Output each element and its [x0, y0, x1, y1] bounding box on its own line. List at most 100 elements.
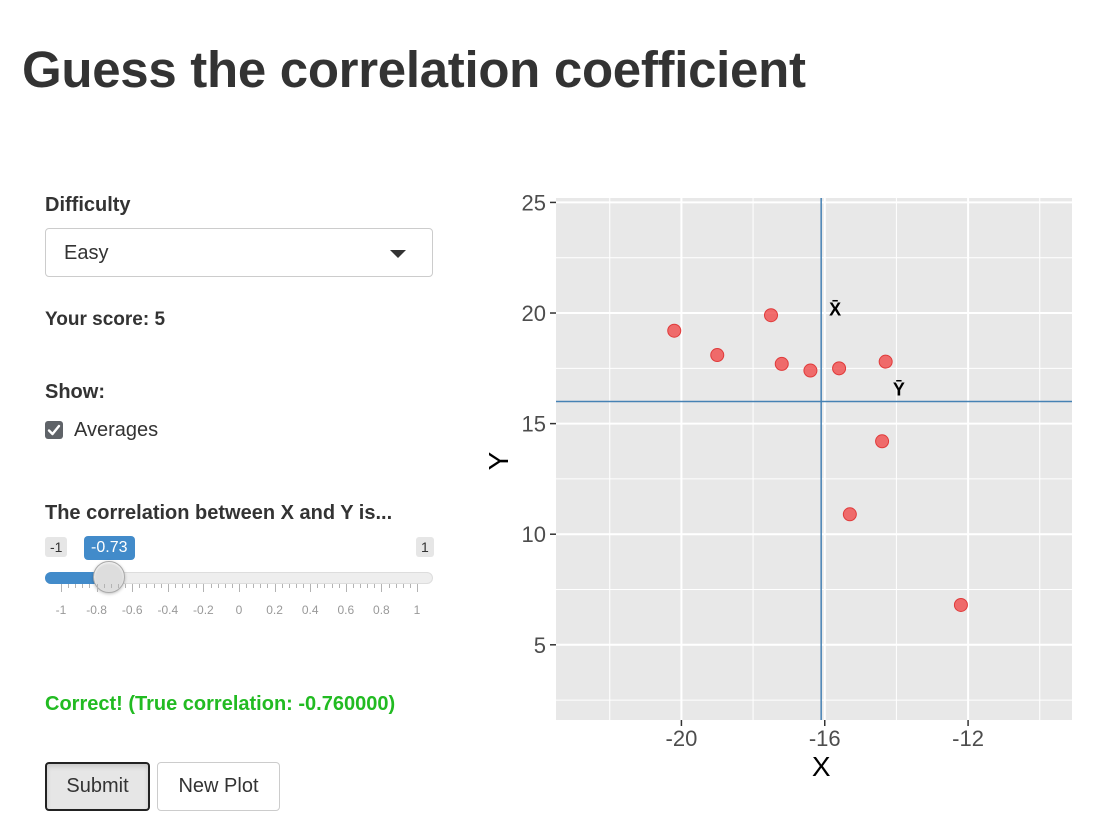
slider-minor-tick — [374, 584, 376, 588]
result-message: Correct! (True correlation: -0.760000) — [45, 693, 396, 715]
slider-grid-label: 0.2 — [266, 603, 283, 617]
slider-minor-tick — [189, 584, 191, 588]
slider-major-tick — [417, 584, 418, 592]
slider-minor-tick — [103, 584, 105, 588]
mean-y-label: Ȳ — [893, 379, 905, 399]
data-point — [842, 507, 857, 522]
slider-minor-tick — [360, 584, 362, 588]
slider-minor-tick — [139, 584, 141, 588]
correlation-slider-label: The correlation between X and Y is... — [45, 502, 393, 524]
slider-minor-tick — [196, 584, 198, 588]
slider-minor-tick — [246, 584, 248, 588]
mean-x-label: X̄ — [829, 299, 841, 319]
slider-grid-label: 0 — [235, 603, 243, 617]
data-point — [710, 348, 725, 363]
slider-minor-tick — [217, 584, 219, 588]
page-title: Guess the correlation coefficient — [22, 41, 806, 98]
score-text: Your score: 5 — [45, 309, 166, 330]
slider-major-tick — [132, 584, 134, 592]
slider-minor-tick — [253, 584, 255, 588]
slider-minor-tick — [260, 584, 262, 588]
slider-minor-tick — [338, 584, 340, 588]
chevron-down-icon — [390, 250, 406, 258]
slider-grid-label: -0.8 — [86, 603, 107, 617]
plot-panel — [556, 198, 1072, 720]
new-plot-button[interactable]: New Plot — [157, 762, 280, 811]
slider-grid-label: -1 — [55, 603, 67, 617]
difficulty-select[interactable]: Easy — [45, 228, 433, 277]
submit-button[interactable]: Submit — [45, 762, 150, 811]
slider-minor-tick — [117, 584, 119, 588]
slider-major-tick — [239, 584, 240, 592]
show-label: Show: — [45, 381, 105, 403]
data-point — [764, 308, 778, 323]
slider-grid-label: 0.4 — [301, 603, 319, 617]
data-point — [953, 597, 968, 612]
slider-minor-tick — [82, 584, 84, 588]
slider-minor-tick — [281, 584, 283, 588]
data-point — [832, 361, 847, 376]
averages-label[interactable]: Averages — [74, 419, 159, 441]
slider-minor-tick — [89, 584, 91, 588]
slider-minor-tick — [182, 584, 184, 588]
slider-major-tick — [167, 584, 169, 592]
slider-grid-label: -0.6 — [121, 603, 143, 617]
slider-min-label: -1 — [45, 537, 68, 557]
slider-minor-tick — [402, 584, 404, 588]
slider-value-label: -0.73 — [84, 536, 135, 560]
slider-minor-tick — [288, 584, 290, 588]
slider-minor-tick — [174, 584, 176, 588]
averages-checkbox[interactable] — [45, 421, 63, 439]
slider-major-tick — [274, 584, 276, 592]
slider-minor-tick — [267, 584, 269, 588]
slider-minor-tick — [324, 584, 326, 588]
slider-max-label: 1 — [416, 537, 434, 557]
data-point — [875, 434, 890, 449]
slider-minor-tick — [224, 584, 226, 588]
slider-minor-tick — [295, 584, 297, 588]
difficulty-label: Difficulty — [45, 194, 131, 216]
slider-minor-tick — [395, 584, 397, 588]
slider-major-tick — [203, 584, 205, 592]
correlation-slider-fill — [45, 572, 110, 584]
slider-major-tick — [345, 584, 347, 592]
slider-minor-tick — [210, 584, 212, 588]
y-tick-label: 20 — [522, 301, 546, 326]
slider-minor-tick — [352, 584, 354, 588]
x-tick-label: -16 — [809, 726, 841, 751]
data-point — [667, 323, 682, 338]
checkmark-icon — [47, 424, 61, 436]
y-axis-title: Y — [483, 451, 514, 470]
slider-grid-label: -0.4 — [157, 603, 179, 617]
slider-grid-label: 0.6 — [337, 603, 355, 617]
slider-minor-tick — [231, 584, 233, 588]
slider-minor-tick — [367, 584, 369, 588]
slider-minor-tick — [160, 584, 162, 588]
x-tick-label: -20 — [666, 726, 698, 751]
data-point — [803, 363, 818, 378]
scatter-plot: -20 -16 -12 5 10 15 20 25 X Y X̄ Ȳ — [483, 190, 1072, 782]
slider-minor-tick — [303, 584, 305, 588]
slider-minor-tick — [75, 584, 77, 588]
difficulty-selected-value: Easy — [64, 242, 109, 264]
y-tick-label: 25 — [522, 190, 546, 215]
y-tick-label: 10 — [522, 522, 546, 547]
x-tick-label: -12 — [952, 726, 984, 751]
slider-minor-tick — [110, 584, 112, 588]
slider-minor-tick — [409, 584, 411, 588]
y-tick-label: 5 — [534, 633, 546, 658]
slider-major-tick — [310, 584, 312, 592]
slider-minor-tick — [125, 584, 127, 588]
correlation-slider-handle[interactable] — [93, 561, 126, 593]
slider-grid-label: -0.2 — [193, 603, 214, 617]
slider-minor-tick — [153, 584, 155, 588]
slider-minor-tick — [68, 584, 70, 588]
x-axis-title: X — [812, 751, 831, 782]
slider-major-tick — [96, 584, 98, 592]
slider-minor-tick — [388, 584, 390, 588]
slider-minor-tick — [146, 584, 148, 588]
data-point — [774, 356, 789, 371]
slider-grid-label: 0.8 — [373, 603, 390, 617]
slider-grid-label: 1 — [413, 603, 421, 617]
slider-minor-tick — [331, 584, 333, 588]
